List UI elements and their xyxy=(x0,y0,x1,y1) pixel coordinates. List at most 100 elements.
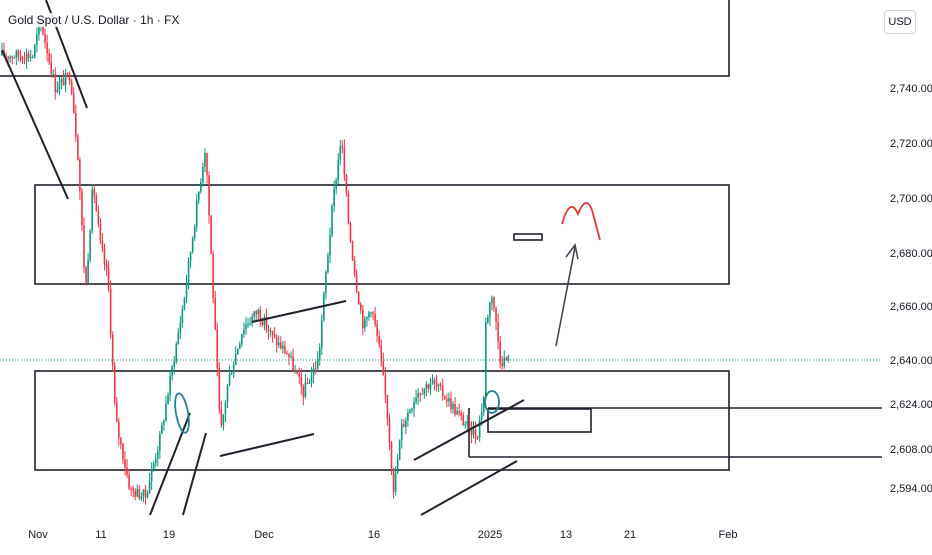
candle-body xyxy=(1,50,3,56)
candle-body xyxy=(142,489,145,497)
y-tick-label: 2,720.00 xyxy=(890,138,932,150)
candle-body xyxy=(97,210,100,224)
candle-body xyxy=(120,437,122,444)
candle-body xyxy=(44,34,46,43)
x-tick-label: 13 xyxy=(560,529,572,541)
candle-body xyxy=(265,317,268,330)
candle-body xyxy=(79,160,81,192)
candle-body xyxy=(31,56,34,58)
candle-body xyxy=(384,375,387,395)
candle-body xyxy=(19,56,22,58)
candle-body xyxy=(411,408,413,411)
candle-body xyxy=(224,402,227,415)
candle-body xyxy=(474,429,477,438)
trend-line-down-2[interactable] xyxy=(1,49,69,200)
candle-body xyxy=(218,368,221,410)
candle-body xyxy=(294,369,296,371)
candle-body xyxy=(464,424,467,426)
candle-body xyxy=(9,56,11,59)
symbol-interval: 1h xyxy=(140,13,154,27)
candle-body xyxy=(435,382,438,387)
candle-body xyxy=(353,260,356,275)
candle-body xyxy=(200,181,202,192)
candle-body xyxy=(36,34,38,45)
candle-body xyxy=(329,235,331,256)
candle-body xyxy=(214,297,216,330)
candle-body xyxy=(222,414,225,426)
candle-body xyxy=(476,437,479,439)
trend-line-up-2[interactable] xyxy=(182,432,207,516)
candle-body xyxy=(187,260,190,283)
candle-body xyxy=(450,398,452,410)
candle-body xyxy=(316,359,319,369)
symbol-title[interactable]: Gold Spot / U.S. Dollar · 1h · FX xyxy=(6,13,182,27)
candle-body xyxy=(99,223,102,241)
highlight-circle-1[interactable] xyxy=(173,392,192,434)
trend-line-range-top[interactable] xyxy=(251,300,347,323)
candle-body xyxy=(325,272,327,293)
trend-line-channel-bottom[interactable] xyxy=(420,460,518,516)
y-tick-label: 2,608.00 xyxy=(890,444,932,456)
candle-body xyxy=(460,413,462,416)
candle-body xyxy=(198,191,200,201)
arrow-shaft[interactable] xyxy=(555,246,576,347)
arrow-head xyxy=(565,243,579,260)
candle-body xyxy=(472,429,475,435)
price-scale[interactable]: 2,740.00 2,720.00 2,700.00 2,680.00 2,660.00… xyxy=(882,0,932,550)
candle-body xyxy=(501,363,503,366)
candle-body xyxy=(75,112,77,137)
candle-body xyxy=(302,386,305,398)
candle-body xyxy=(255,311,257,315)
candle-body xyxy=(146,493,149,498)
currency-selector[interactable]: USD xyxy=(884,10,916,34)
candle-body xyxy=(351,241,354,261)
candle-body xyxy=(245,324,247,330)
candle-body xyxy=(462,415,465,425)
candle-body xyxy=(366,317,368,320)
time-axis[interactable]: Nov 11 19 Dec 16 2025 13 21 Feb xyxy=(0,520,882,550)
highlight-circle-2[interactable] xyxy=(484,390,500,414)
candle-body xyxy=(70,81,73,94)
price-scale-svg: 2,740.00 2,720.00 2,700.00 2,680.00 2,660.00… xyxy=(890,83,932,495)
small-zone-box xyxy=(487,408,592,433)
candle-body xyxy=(206,153,208,176)
candle-body xyxy=(478,419,481,438)
x-tick-label: Nov xyxy=(28,529,48,541)
y-tick-label: 2,660.00 xyxy=(890,301,932,313)
candle-body xyxy=(179,322,182,333)
candle-body xyxy=(261,320,264,325)
candle-body xyxy=(419,393,421,395)
candle-body xyxy=(17,50,20,57)
candle-body xyxy=(42,20,44,35)
candle-body xyxy=(257,309,260,315)
candle-body xyxy=(355,274,358,293)
candle-body xyxy=(101,240,104,250)
candle-body xyxy=(454,404,456,415)
candle-body xyxy=(288,354,290,357)
candle-body xyxy=(34,44,36,57)
candle-body xyxy=(458,411,460,414)
candle-body xyxy=(105,263,108,268)
candle-body xyxy=(148,481,151,494)
candle-body xyxy=(230,373,233,375)
trend-line-channel-top[interactable] xyxy=(413,399,525,461)
candle-body xyxy=(247,324,249,326)
candle-body xyxy=(163,420,165,425)
projection-m-pattern[interactable] xyxy=(561,202,601,241)
candle-body xyxy=(372,312,374,315)
candle-body xyxy=(136,488,139,497)
trend-line-range-bottom[interactable] xyxy=(219,433,315,457)
candle-body xyxy=(109,288,112,335)
drawings-layer[interactable] xyxy=(1,0,601,516)
x-tick-label: 19 xyxy=(163,529,175,541)
trend-line-up-1[interactable] xyxy=(149,412,191,516)
candle-body xyxy=(378,336,380,346)
y-tick-label: 2,624.00 xyxy=(890,399,932,411)
candle-body xyxy=(128,474,130,489)
candle-body xyxy=(144,489,147,498)
candle-body xyxy=(202,166,204,182)
candle-body xyxy=(52,73,55,75)
candle-body xyxy=(386,394,389,420)
